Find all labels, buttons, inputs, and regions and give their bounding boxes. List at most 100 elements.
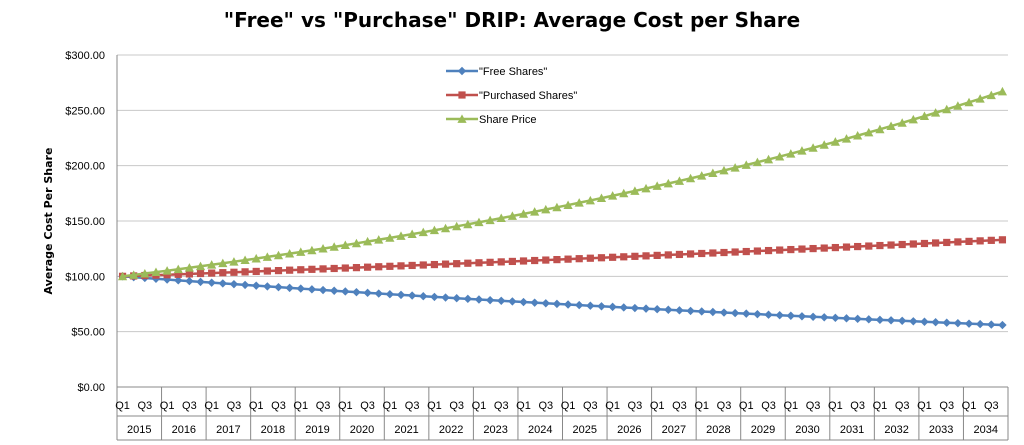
data-point	[786, 149, 796, 158]
x-tick-quarter: Q1	[204, 400, 219, 412]
data-point	[117, 271, 128, 281]
data-point	[720, 248, 728, 257]
x-tick-year: 2023	[483, 424, 507, 436]
data-point	[318, 285, 328, 295]
data-point	[820, 244, 828, 252]
data-point	[608, 302, 617, 312]
data-point	[374, 235, 384, 244]
data-point	[686, 250, 695, 258]
data-point	[831, 243, 839, 252]
data-point	[386, 262, 394, 270]
data-point	[630, 186, 640, 195]
data-point	[575, 300, 584, 310]
data-point	[552, 299, 562, 309]
data-point	[251, 253, 261, 263]
data-point	[998, 320, 1007, 330]
data-point	[563, 300, 573, 309]
x-tick-quarter: Q3	[850, 400, 865, 412]
data-point	[931, 318, 940, 327]
y-tick-label: $200.00	[65, 161, 105, 173]
data-point	[363, 288, 372, 298]
data-point	[519, 297, 528, 307]
data-point	[241, 268, 249, 276]
data-point	[675, 306, 684, 315]
x-tick-quarter: Q3	[761, 400, 776, 412]
x-tick-year: 2032	[884, 424, 908, 436]
data-point	[708, 307, 718, 317]
data-point	[641, 304, 651, 313]
data-point	[340, 240, 350, 250]
data-point	[518, 209, 529, 218]
data-point	[440, 223, 451, 233]
data-point	[697, 307, 706, 316]
data-point	[797, 146, 807, 155]
data-point	[987, 320, 996, 329]
legend-label: Share Price	[479, 114, 536, 126]
x-tick-year: 2015	[127, 424, 151, 436]
data-point	[296, 247, 306, 256]
data-point	[385, 233, 395, 242]
data-point	[397, 262, 405, 270]
data-point	[407, 229, 417, 239]
data-point	[864, 127, 874, 137]
data-point	[920, 317, 929, 326]
data-point	[730, 163, 740, 172]
data-point	[308, 265, 316, 273]
data-point	[909, 240, 917, 248]
x-tick-quarter: Q3	[271, 400, 286, 412]
data-point	[620, 253, 628, 261]
data-point	[642, 252, 650, 260]
data-point	[764, 310, 773, 319]
legend-marker	[458, 91, 466, 99]
data-point	[775, 151, 785, 161]
legend-item: "Purchased Shares"	[446, 90, 577, 102]
data-point	[352, 287, 361, 297]
data-point	[998, 236, 1007, 244]
data-point	[507, 211, 517, 220]
x-tick-quarter: Q3	[138, 400, 153, 412]
data-point	[920, 239, 929, 248]
y-tick-label: $150.00	[65, 216, 105, 228]
data-point	[942, 104, 952, 114]
data-point	[163, 271, 171, 279]
x-tick-quarter: Q1	[249, 400, 264, 412]
data-point	[965, 237, 973, 245]
x-tick-year: 2033	[929, 424, 953, 436]
data-point	[530, 298, 539, 307]
x-tick-quarter: Q1	[650, 400, 665, 412]
data-point	[218, 279, 228, 288]
data-point	[586, 301, 595, 310]
data-point	[596, 193, 607, 203]
data-point	[207, 278, 216, 287]
data-point	[262, 252, 272, 261]
x-tick-quarter: Q3	[628, 400, 643, 412]
data-point	[931, 108, 941, 117]
data-point	[419, 261, 427, 269]
x-tick-year: 2027	[662, 424, 686, 436]
data-point	[219, 269, 227, 277]
x-tick-quarter: Q1	[338, 400, 353, 412]
data-point	[641, 183, 651, 193]
data-point	[240, 255, 250, 265]
x-tick-year: 2028	[706, 424, 730, 436]
data-point	[530, 207, 540, 216]
data-point	[174, 276, 183, 285]
data-point	[563, 200, 573, 209]
data-point	[452, 294, 461, 303]
series-0	[118, 272, 1007, 330]
data-point	[809, 244, 817, 253]
data-point	[430, 292, 439, 302]
x-tick-quarter: Q3	[806, 400, 821, 412]
data-point	[731, 248, 739, 256]
data-point	[375, 263, 383, 271]
data-point	[663, 178, 673, 188]
data-point	[252, 267, 260, 276]
x-tick-year: 2016	[172, 424, 196, 436]
x-tick-quarter: Q1	[561, 400, 576, 412]
data-point	[374, 289, 383, 298]
data-point	[208, 269, 216, 277]
x-tick-quarter: Q3	[494, 400, 509, 412]
data-point	[173, 264, 183, 274]
data-point	[474, 295, 484, 304]
y-tick-label: $0.00	[77, 382, 105, 394]
